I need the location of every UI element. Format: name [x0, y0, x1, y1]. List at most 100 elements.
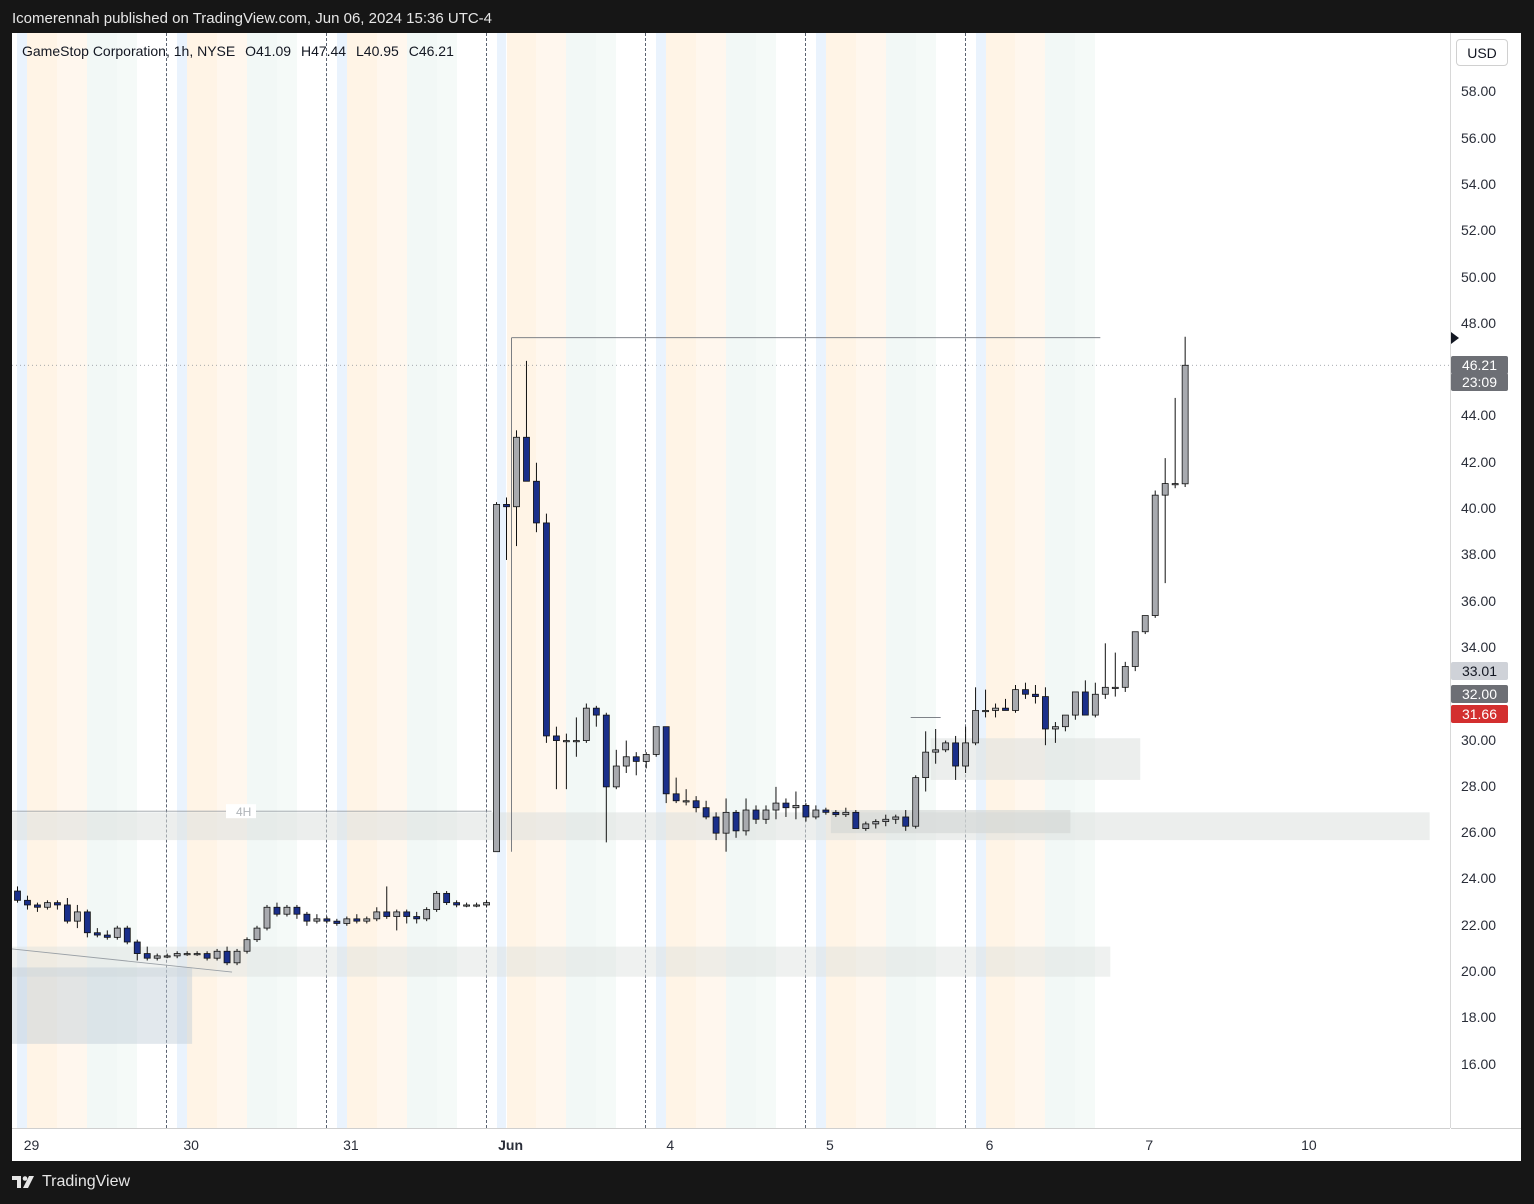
candle-body	[423, 909, 431, 920]
candle-body	[862, 823, 870, 829]
candle-body	[1111, 686, 1119, 689]
plot-area[interactable]: 4H GameStop Corporation, 1h, NYSE O41.09…	[12, 33, 1451, 1128]
price-tick-label: 26.00	[1461, 824, 1497, 841]
price-tag: 31.66	[1451, 704, 1508, 723]
candle-body	[253, 927, 261, 941]
session-band	[536, 33, 567, 1128]
candle-body	[652, 726, 660, 755]
candle-body	[1171, 483, 1179, 486]
level-label-bg	[226, 804, 256, 819]
price-tick-label: 16.00	[1461, 1055, 1497, 1072]
session-band	[885, 33, 916, 1128]
candle-body	[782, 802, 790, 809]
session-band	[825, 33, 856, 1128]
session-band	[1045, 33, 1076, 1128]
candle-body	[902, 816, 910, 827]
candle-body	[183, 953, 191, 956]
session-band	[436, 33, 457, 1128]
time-tick-label: 31	[343, 1137, 359, 1153]
price-zone	[12, 946, 1111, 977]
candle-body	[353, 918, 361, 922]
candle-body	[752, 809, 760, 820]
session-band	[656, 33, 667, 1128]
candle-body	[1151, 494, 1159, 616]
session-band	[336, 33, 347, 1128]
session-band	[187, 33, 218, 1128]
candle-body	[1101, 686, 1109, 695]
day-separator-line	[166, 33, 168, 1128]
price-tick-label: 30.00	[1461, 731, 1497, 748]
candle-body	[822, 809, 830, 813]
session-band	[87, 33, 118, 1128]
session-band	[247, 33, 277, 1128]
candle-body	[1161, 483, 1169, 496]
day-separator-line	[964, 33, 966, 1128]
candle-body	[622, 756, 630, 767]
session-band	[815, 33, 826, 1128]
currency-button[interactable]: USD	[1456, 39, 1508, 66]
price-tick-label: 42.00	[1461, 453, 1497, 470]
time-axis[interactable]: 29 30 31 Jun 4 5 6 7 10	[12, 1128, 1450, 1161]
symbol-name[interactable]: GameStop Corporation, 1h, NYSE	[22, 43, 236, 59]
candle-body	[612, 765, 620, 788]
price-tick-label: 20.00	[1461, 963, 1497, 980]
candle-body	[233, 950, 241, 964]
candle-body	[722, 811, 730, 834]
candle-body	[493, 504, 500, 853]
candle-body	[153, 955, 161, 959]
candle-body	[143, 953, 151, 959]
candle-body	[523, 436, 530, 482]
candle-body	[103, 934, 111, 938]
candle-body	[672, 793, 680, 802]
candle-body	[263, 906, 271, 929]
day-separator-line	[645, 33, 647, 1128]
candle-body	[892, 816, 900, 820]
symbol-legend: GameStop Corporation, 1h, NYSE O41.09 H4…	[22, 43, 460, 59]
candle-body	[54, 902, 61, 906]
session-band	[17, 33, 28, 1128]
candle-body	[303, 913, 311, 922]
candle-body	[1091, 693, 1099, 716]
candle-body	[1141, 615, 1149, 633]
price-axis[interactable]: USD 16.00 18.00 20.00 22.00 24.00 26.00 28.00 3…	[1451, 33, 1521, 1128]
price-arrow-icon	[1451, 331, 1459, 344]
candle-body	[1071, 691, 1079, 716]
price-tick-label: 58.00	[1461, 83, 1497, 100]
session-band	[855, 33, 886, 1128]
candle-body	[203, 953, 211, 959]
candle-body	[63, 904, 71, 922]
candle-body	[1002, 707, 1009, 711]
candle-body	[772, 802, 780, 811]
price-tick-label: 28.00	[1461, 777, 1497, 794]
price-tick-label: 56.00	[1461, 129, 1497, 146]
candle-body	[792, 804, 800, 809]
tradingview-brand[interactable]: TradingView	[12, 1173, 130, 1191]
candle-body	[1012, 689, 1019, 711]
price-zone	[830, 810, 1071, 834]
session-band	[346, 33, 377, 1128]
candle-body	[1121, 666, 1129, 688]
candle-body	[473, 904, 480, 907]
candle-body	[912, 777, 920, 827]
candle-body	[283, 906, 291, 915]
price-tag: 46.21	[1451, 356, 1508, 375]
day-separator-line	[485, 33, 487, 1128]
price-tick-label: 18.00	[1461, 1009, 1497, 1026]
candle-body	[193, 953, 201, 956]
candle-body	[1022, 689, 1029, 695]
time-tick-label: Jun	[498, 1137, 523, 1153]
candle-body	[163, 955, 171, 958]
price-tick-label: 38.00	[1461, 546, 1497, 563]
candle-body	[942, 742, 950, 751]
axis-corner	[1451, 1128, 1521, 1161]
candle-body	[922, 751, 930, 779]
candle-body	[373, 911, 381, 920]
session-band	[666, 33, 697, 1128]
candle-body	[553, 735, 560, 741]
candle-body	[403, 911, 411, 917]
trend-line	[12, 948, 233, 973]
candle-body	[962, 742, 969, 767]
price-tick-label: 50.00	[1461, 268, 1497, 285]
candle-body	[393, 911, 401, 917]
session-band	[177, 33, 188, 1128]
